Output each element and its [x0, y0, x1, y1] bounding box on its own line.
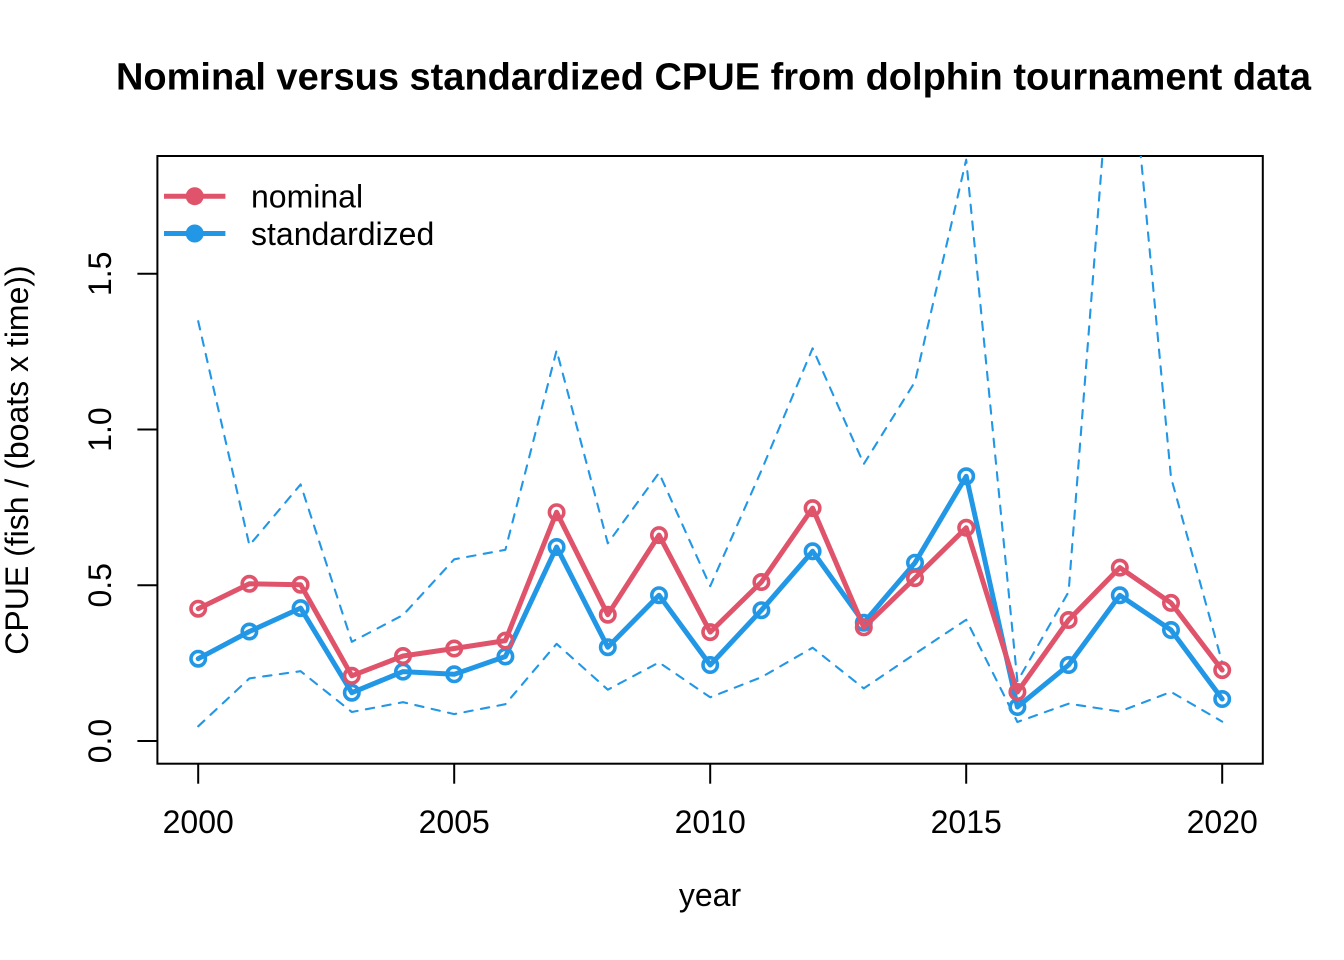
svg-text:1.0: 1.0 [82, 407, 118, 451]
svg-text:2020: 2020 [1187, 804, 1258, 840]
svg-text:2005: 2005 [419, 804, 490, 840]
svg-text:2000: 2000 [163, 804, 234, 840]
svg-text:CPUE (fish / (boats x time)): CPUE (fish / (boats x time)) [0, 265, 35, 654]
svg-text:2010: 2010 [675, 804, 746, 840]
svg-text:0.0: 0.0 [82, 719, 118, 763]
svg-text:nominal: nominal [251, 179, 363, 215]
svg-text:2015: 2015 [931, 804, 1002, 840]
svg-text:0.5: 0.5 [82, 563, 118, 607]
svg-text:Nominal versus standardized CP: Nominal versus standardized CPUE from do… [116, 56, 1312, 98]
svg-text:standardized: standardized [251, 216, 434, 252]
svg-text:year: year [679, 877, 742, 913]
svg-text:1.5: 1.5 [82, 252, 118, 296]
